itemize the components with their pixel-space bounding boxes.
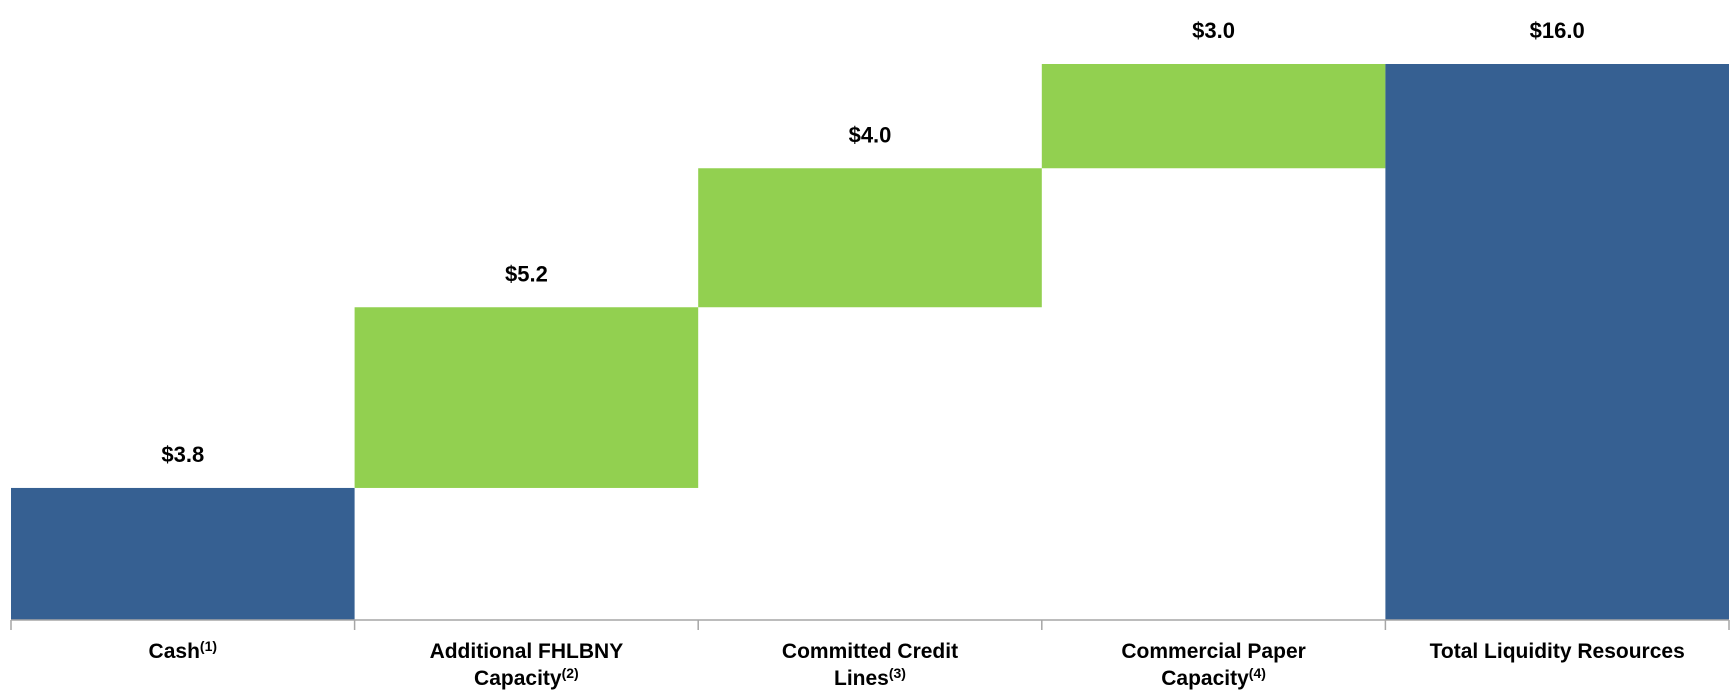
x-tick-label: Commercial Paper Capacity(4) [1094,638,1334,692]
category-name: Additional FHLBNY Capacity [429,640,624,690]
x-tick-label: Total Liquidity Resources [1385,638,1729,665]
footnote-marker: (3) [888,665,906,681]
footnote-marker: (2) [561,665,579,681]
category-name: Cash [148,640,200,663]
footnote-marker: (4) [1248,665,1266,681]
category-name: Committed Credit Lines [781,640,959,690]
footnote-marker: (1) [199,638,218,654]
bar [11,487,355,620]
bar [1041,64,1386,169]
value-label: $4.0 [849,122,892,147]
x-tick-label: Committed Credit Lines(3) [750,638,990,692]
bar [698,168,1042,308]
bar [1385,64,1729,620]
value-label: $16.0 [1530,18,1585,43]
value-label: $5.2 [505,261,548,286]
x-tick-label: Additional FHLBNY Capacity(2) [406,638,646,692]
category-name: Total Liquidity Resources [1429,640,1685,663]
category-name: Commercial Paper Capacity [1121,640,1306,690]
value-label: $3.8 [161,442,204,467]
bar [354,307,699,488]
x-tick-label: Cash(1) [63,638,303,665]
value-label: $3.0 [1192,18,1235,43]
